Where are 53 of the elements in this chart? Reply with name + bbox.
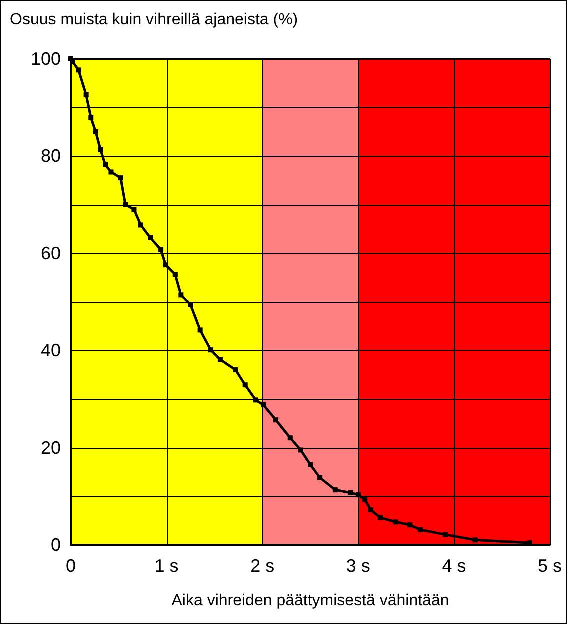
point xyxy=(108,170,114,175)
point xyxy=(408,522,413,528)
point xyxy=(233,368,238,373)
point xyxy=(332,488,338,493)
point xyxy=(368,508,374,513)
point xyxy=(274,418,279,423)
point xyxy=(261,402,266,408)
point xyxy=(472,538,478,543)
point xyxy=(348,490,354,496)
point xyxy=(443,532,448,538)
point xyxy=(378,515,383,520)
x-axis-title: Aika vihreiden päättymisestä vähintään xyxy=(172,592,450,610)
point xyxy=(88,115,94,120)
point xyxy=(318,475,323,480)
point xyxy=(163,262,168,268)
point xyxy=(178,292,184,298)
point xyxy=(84,92,89,98)
point xyxy=(362,497,368,502)
x-tick-label: 0 xyxy=(66,556,76,576)
point xyxy=(138,222,144,228)
point xyxy=(242,382,248,388)
point xyxy=(102,162,108,168)
point xyxy=(198,328,203,333)
point xyxy=(76,68,82,73)
y-tick-label: 100 xyxy=(30,49,61,69)
point xyxy=(208,348,214,353)
point xyxy=(118,176,124,181)
y-tick-label: 60 xyxy=(40,243,61,264)
point xyxy=(393,520,398,525)
x-tick-label: 4 s xyxy=(442,556,466,576)
point xyxy=(158,248,164,252)
point xyxy=(132,207,137,212)
x-tick-label: 2 s xyxy=(250,556,275,576)
point xyxy=(93,129,98,134)
point xyxy=(98,147,104,152)
x-tick-label: 3 s xyxy=(346,556,370,576)
y-tick-label: 40 xyxy=(40,340,61,361)
point xyxy=(172,272,178,278)
point xyxy=(418,527,424,532)
point xyxy=(308,462,313,468)
x-tick-label: 1 s xyxy=(154,556,179,576)
point xyxy=(123,202,128,208)
point xyxy=(148,235,154,240)
point xyxy=(298,448,304,453)
point xyxy=(356,492,361,498)
point xyxy=(218,357,223,362)
chart-title: Osuus muista kuin vihreillä ajaneista (%) xyxy=(10,12,298,28)
y-tick-label: 0 xyxy=(50,535,61,555)
y-tick-label: 20 xyxy=(40,438,61,458)
x-tick-label: 5 s xyxy=(538,556,562,576)
y-tick-label: 80 xyxy=(40,146,61,166)
point xyxy=(288,436,293,441)
point xyxy=(253,398,258,403)
